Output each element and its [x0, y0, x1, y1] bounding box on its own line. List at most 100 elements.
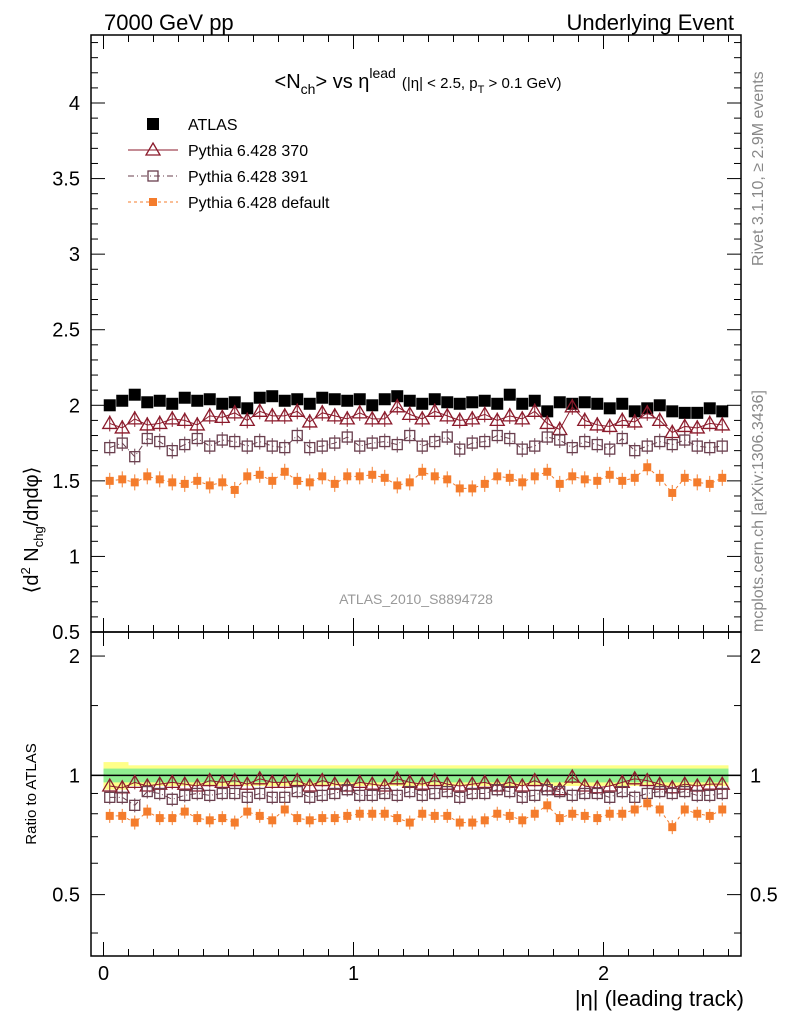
series-0-point — [153, 394, 166, 407]
ratio-tick-label: 0.5 — [52, 885, 80, 907]
series-2-ratio-point — [591, 787, 603, 800]
series-3-point — [430, 472, 439, 481]
series-1-point — [201, 407, 218, 422]
series-2-point — [241, 440, 253, 452]
series-3-point — [518, 478, 527, 487]
series-0-point — [203, 393, 216, 406]
series-1-point — [126, 410, 143, 425]
series-2-ratio-point — [329, 787, 341, 800]
series-3-point — [718, 473, 727, 482]
series-2-ratio-point — [491, 784, 503, 796]
series-1-ratio-point — [264, 774, 281, 789]
series-3-ratio-point — [118, 811, 127, 820]
series-2-point — [566, 441, 578, 454]
series-0-point — [691, 406, 704, 419]
series-1-point — [576, 412, 593, 427]
y-tick-label: 1.5 — [52, 471, 80, 493]
series-3-ratio-point — [580, 811, 589, 820]
series-3-point — [130, 478, 139, 487]
series-2-ratio-point — [479, 787, 491, 800]
series-0-point — [341, 394, 354, 407]
series-1-ratio-point — [626, 770, 643, 785]
series-2-point — [504, 432, 516, 445]
series-1-ratio-point — [164, 774, 181, 789]
series-2-point — [229, 435, 241, 448]
series-1-point — [401, 406, 418, 421]
series-3-point — [280, 467, 289, 476]
series-0-legend-label: ATLAS — [188, 117, 238, 134]
series-2-ratio-point — [254, 787, 266, 800]
series-0-point — [166, 397, 179, 410]
series-0-point — [303, 397, 316, 410]
series-1-point — [689, 419, 706, 434]
series-2-ratio-point — [241, 791, 253, 803]
series-0-point — [253, 391, 266, 404]
series-1-point — [376, 410, 393, 425]
series-2-ratio-point — [166, 793, 178, 805]
series-3-ratio-point — [105, 811, 114, 820]
series-2-point — [341, 431, 353, 443]
series-3-point — [168, 478, 177, 487]
chart-title: <Nch> vs ηlead(|η| < 2.5, pT > 0.1 GeV) — [275, 65, 562, 97]
series-2-ratio-point — [116, 791, 128, 803]
series-2-point — [429, 435, 441, 448]
series-3-ratio-point — [643, 799, 652, 808]
series-2-ratio-point — [191, 787, 203, 800]
series-3-ratio-point — [705, 811, 714, 820]
series-2-ratio-point — [666, 787, 678, 800]
series-3-legend-label: Pythia 6.428 default — [188, 195, 330, 212]
series-2-point — [204, 440, 216, 452]
series-3-ratio-point — [143, 807, 152, 816]
series-1-ratio-point — [226, 772, 243, 787]
ratio-tick-label-right: 0.5 — [750, 885, 778, 907]
series-3-ratio-point — [380, 809, 389, 818]
series-2-point — [516, 443, 528, 455]
series-3-point — [380, 473, 389, 482]
series-2-ratio-point — [629, 791, 641, 803]
series-2-ratio-point — [129, 799, 141, 811]
series-3-point — [155, 475, 164, 484]
x-axis-label: |η| (leading track) — [575, 986, 744, 1011]
series-2-point — [554, 434, 566, 446]
ratio-tick-label-right: 2 — [750, 646, 761, 668]
series-3-point — [493, 472, 502, 481]
series-3-point — [693, 478, 702, 487]
series-0-point — [316, 391, 329, 404]
series-2-ratio-point — [679, 785, 691, 798]
series-1-point — [676, 418, 693, 433]
series-1-ratio-point — [564, 768, 581, 783]
series-1-point — [614, 412, 631, 427]
series-3-ratio-point — [693, 809, 702, 818]
series-0-point — [703, 402, 716, 415]
series-0-legend-marker — [147, 118, 159, 130]
series-3-point — [530, 472, 539, 481]
process-label: Underlying Event — [566, 10, 734, 35]
series-1-ratio-point — [201, 772, 218, 787]
series-1-point — [714, 416, 731, 431]
series-1-point — [351, 404, 368, 419]
series-1-point — [539, 415, 556, 430]
series-3-point — [630, 473, 639, 482]
series-1-ratio-point — [126, 774, 143, 789]
series-3-point — [293, 476, 302, 485]
series-1-point — [176, 412, 193, 427]
series-3-ratio-point — [280, 805, 289, 814]
series-2-point — [254, 435, 266, 448]
series-2-ratio-point — [229, 787, 241, 800]
series-0-point — [403, 394, 416, 407]
series-3-ratio-point — [405, 818, 414, 827]
y-tick-label: 2 — [69, 395, 80, 417]
series-2-point — [441, 431, 453, 443]
series-2-point — [654, 435, 666, 448]
series-0-point — [441, 396, 454, 409]
series-3-ratio-point — [418, 809, 427, 818]
series-2-point — [416, 440, 428, 452]
series-1-point — [151, 415, 168, 430]
series-1-ratio-point — [426, 772, 443, 787]
series-2-ratio-point — [604, 791, 616, 803]
series-3-point — [580, 475, 589, 484]
series-2-point — [529, 440, 541, 452]
series-3-ratio-point — [655, 805, 664, 814]
series-1-point — [601, 418, 618, 433]
series-3-point — [330, 479, 339, 488]
